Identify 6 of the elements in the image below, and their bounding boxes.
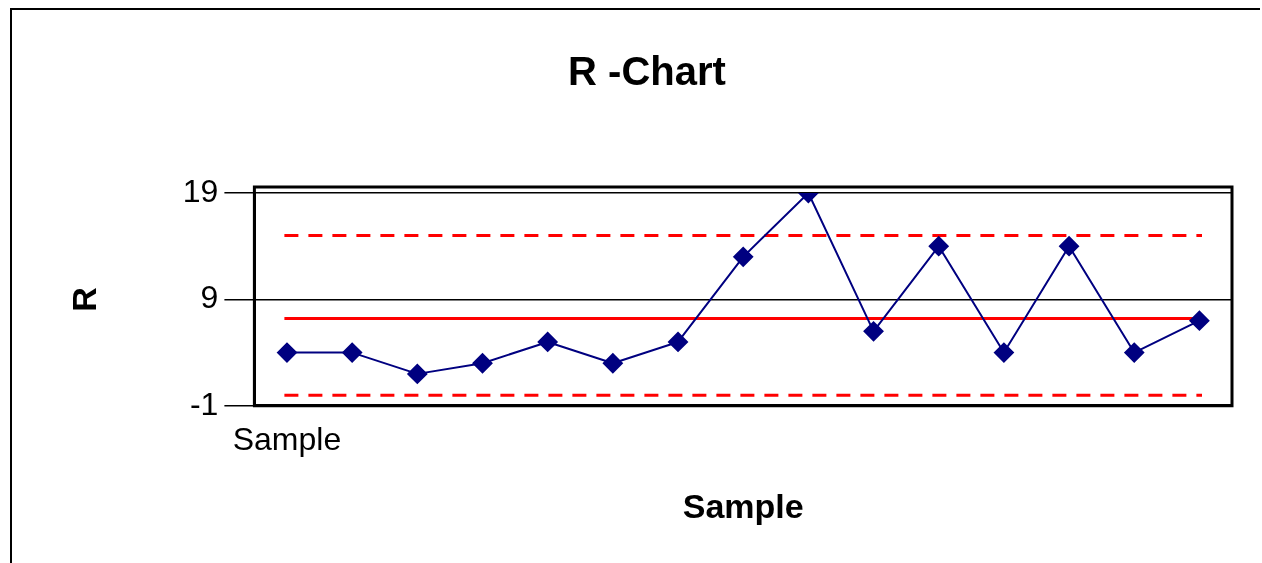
x-axis-title: Sample <box>682 486 804 525</box>
y-tick-label: 9 <box>200 279 219 316</box>
y-axis-title: R <box>64 287 103 312</box>
y-tick-label: -1 <box>189 385 219 422</box>
chart-title: R -Chart <box>568 49 726 94</box>
y-tick-label: 19 <box>182 172 219 209</box>
